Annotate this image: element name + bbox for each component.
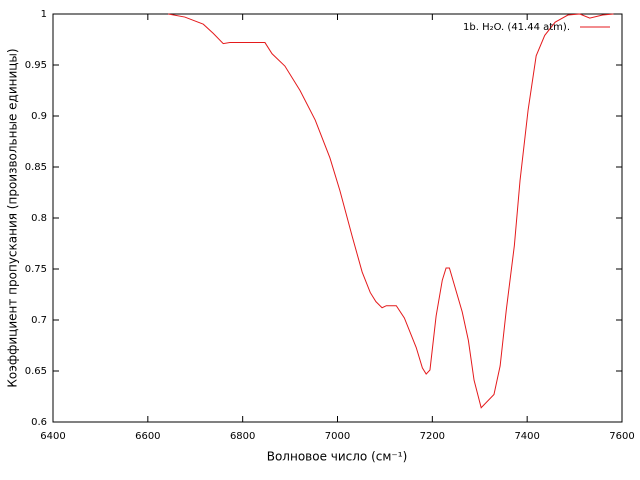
x-tick-label: 6600	[135, 431, 160, 442]
x-axis-title: Волновое число (см⁻¹)	[267, 450, 408, 464]
y-tick-label: 0.9	[31, 111, 47, 122]
y-tick-label: 1	[41, 9, 47, 20]
y-tick-label: 0.7	[31, 315, 47, 326]
plot-frame	[52, 13, 623, 423]
x-tick-label: 6400	[40, 431, 65, 442]
x-tick-label: 7400	[514, 431, 539, 442]
legend-label: 1b. H₂O. (41.44 atm).	[463, 22, 570, 33]
y-axis-title: Коэффициент пропускания (произвольные ед…	[6, 48, 20, 387]
x-tick-label: 7000	[325, 431, 350, 442]
data-line	[168, 13, 614, 409]
y-tick-label: 0.6	[31, 417, 47, 428]
y-tick-label: 0.65	[25, 366, 47, 377]
y-tick-label: 0.8	[31, 213, 47, 224]
y-tick-label: 0.75	[25, 264, 47, 275]
y-tick-label: 0.85	[25, 162, 47, 173]
x-tick-label: 7600	[609, 431, 634, 442]
x-tick-label: 6800	[230, 431, 255, 442]
y-tick-label: 0.95	[25, 60, 47, 71]
x-tick-label: 7200	[420, 431, 445, 442]
